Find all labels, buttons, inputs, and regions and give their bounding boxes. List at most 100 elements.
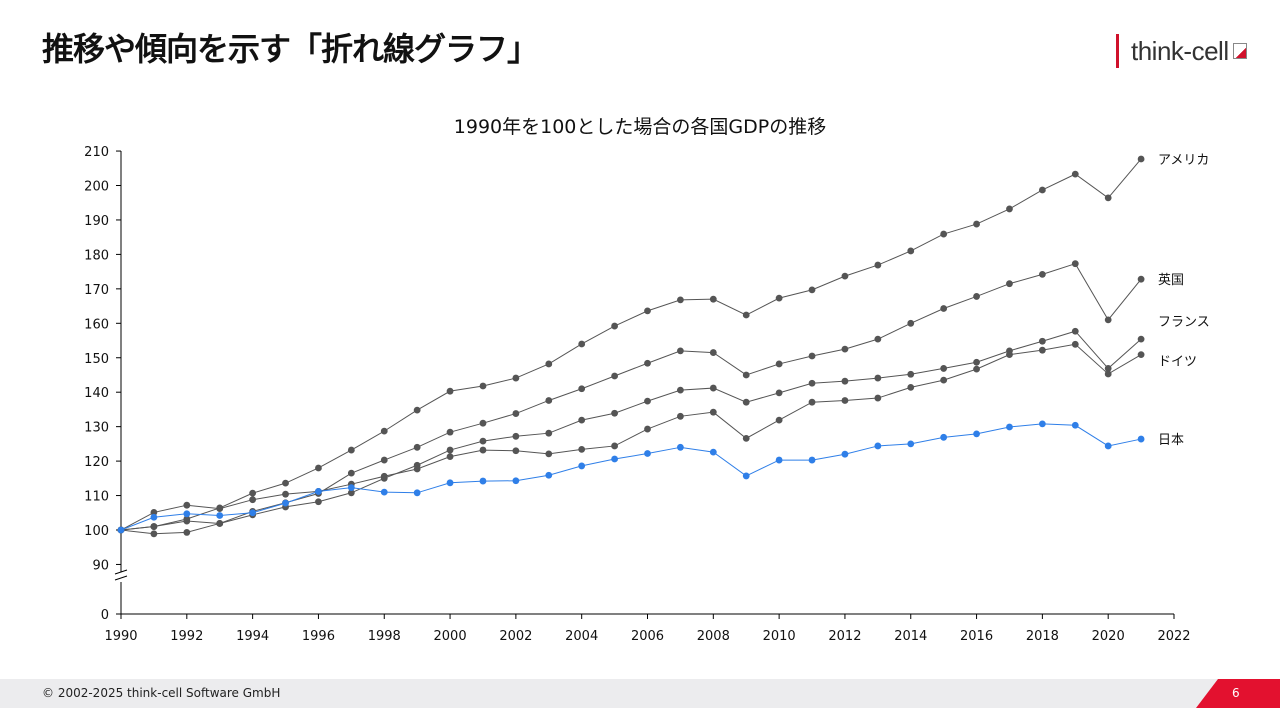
data-point	[1137, 155, 1145, 163]
slide-title: 推移や傾向を示す「折れ線グラフ」	[42, 30, 539, 68]
data-point	[742, 311, 750, 319]
data-point	[446, 479, 454, 487]
data-point	[150, 523, 158, 530]
x-tick-label: 1994	[236, 629, 269, 644]
data-point	[1137, 275, 1145, 283]
data-point	[775, 456, 783, 464]
data-point	[709, 384, 717, 392]
data-point	[512, 447, 520, 455]
series-label: アメリカ	[1158, 153, 1209, 168]
x-tick-label: 2014	[894, 629, 927, 644]
data-point	[347, 469, 355, 477]
data-point	[578, 445, 586, 453]
data-point	[216, 505, 224, 513]
data-point	[150, 530, 158, 538]
data-point	[1038, 270, 1046, 278]
data-point	[512, 477, 520, 485]
data-point	[677, 386, 684, 394]
x-tick-label: 2018	[1026, 629, 1059, 644]
data-point	[709, 408, 717, 416]
x-tick-label: 2004	[565, 629, 598, 644]
data-point	[973, 293, 980, 300]
y-tick-label: 90	[92, 558, 109, 573]
data-point	[1038, 420, 1046, 428]
data-point	[808, 352, 816, 360]
y-tick-label: 190	[84, 214, 109, 229]
data-point	[874, 374, 882, 382]
y-tick-label: 120	[84, 455, 109, 470]
data-point	[479, 446, 487, 454]
data-point	[973, 358, 980, 366]
data-point	[1071, 327, 1079, 335]
logo-bar	[1116, 34, 1119, 68]
data-point	[808, 456, 816, 464]
data-point	[874, 335, 882, 343]
data-point	[347, 484, 355, 492]
data-point	[282, 479, 289, 487]
x-tick-label: 2008	[697, 629, 730, 644]
data-point	[907, 247, 915, 255]
data-point	[282, 490, 289, 498]
data-point	[315, 498, 322, 506]
data-point	[677, 412, 684, 420]
data-point	[512, 432, 520, 440]
data-point	[578, 462, 586, 470]
data-point	[512, 374, 520, 382]
data-point	[183, 529, 191, 536]
data-point	[709, 295, 717, 303]
x-tick-label: 1996	[302, 629, 335, 644]
data-point	[775, 389, 783, 397]
data-point	[1006, 423, 1013, 431]
data-point	[808, 379, 816, 387]
x-tick-label: 2012	[828, 629, 861, 644]
data-point	[677, 296, 684, 304]
series-line	[120, 158, 1142, 531]
data-point	[907, 383, 915, 391]
data-point	[413, 465, 421, 473]
series-label: フランス	[1158, 315, 1210, 330]
data-point	[611, 455, 618, 463]
axis-break-mark	[114, 569, 128, 581]
series-line	[120, 263, 1142, 535]
chart-title: 1990年を100とした場合の各国GDPの推移	[454, 116, 826, 138]
x-tick-label: 2010	[763, 629, 796, 644]
data-point	[315, 488, 322, 495]
data-point	[1006, 351, 1013, 359]
data-point	[1137, 435, 1145, 443]
series-line	[120, 343, 1142, 531]
data-point	[611, 409, 618, 417]
series-label: ドイツ	[1158, 355, 1197, 370]
data-point	[907, 370, 915, 378]
data-point	[545, 471, 553, 479]
data-point	[1071, 340, 1079, 348]
data-point	[1104, 442, 1112, 450]
data-point	[644, 359, 651, 367]
data-point	[446, 453, 454, 461]
data-point	[150, 509, 158, 516]
data-point	[282, 499, 289, 507]
data-point	[907, 440, 915, 448]
series-line	[120, 423, 1142, 531]
page-number: 6	[1232, 686, 1240, 700]
series-4: 日本	[117, 420, 1184, 534]
data-point	[742, 371, 750, 379]
data-point	[808, 286, 816, 294]
data-point	[1137, 351, 1145, 359]
y-tick-label: 150	[84, 352, 109, 367]
data-point	[249, 489, 257, 497]
data-point	[644, 425, 651, 433]
data-point	[808, 398, 816, 406]
data-point	[545, 450, 553, 458]
data-point	[644, 450, 651, 457]
data-point	[742, 434, 750, 442]
data-point	[1104, 365, 1112, 372]
data-point	[841, 345, 849, 353]
y-tick-label: 200	[84, 180, 109, 195]
data-point	[150, 513, 158, 521]
data-point	[545, 360, 553, 368]
data-point	[973, 430, 980, 438]
x-tick-label: 2022	[1157, 629, 1190, 644]
data-point	[446, 446, 454, 454]
data-point	[775, 294, 783, 302]
data-point	[775, 360, 783, 368]
